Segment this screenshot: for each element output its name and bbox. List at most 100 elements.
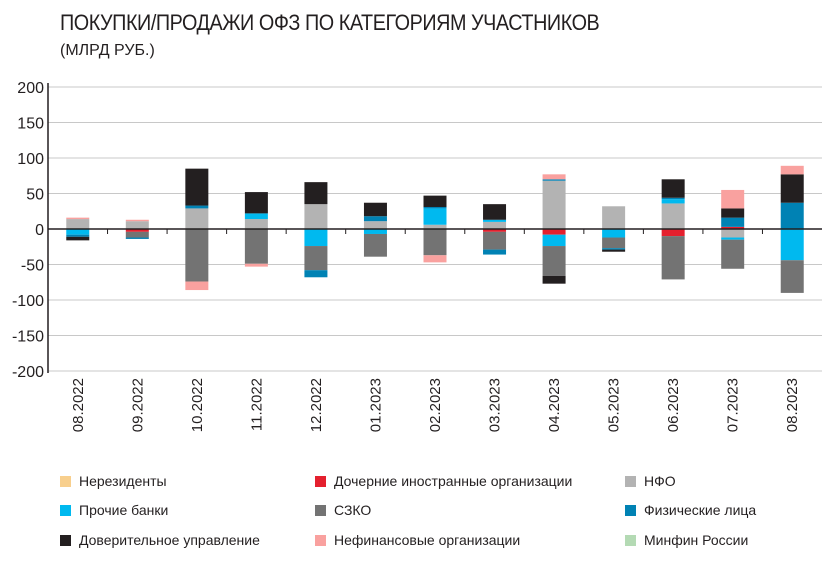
y-tick-label: -150 [12, 329, 44, 346]
bar-segment [185, 281, 209, 291]
bar-segment [780, 174, 804, 203]
bar-segment [602, 206, 626, 229]
bar-segment [185, 208, 209, 229]
y-tick-label: 150 [17, 116, 44, 133]
legend-item: Прочие банки [60, 502, 168, 518]
bar-segment [661, 236, 685, 280]
bar-segment [423, 206, 447, 209]
legend-item: НФО [625, 473, 676, 489]
bar-segment [125, 219, 149, 222]
x-tick-label: 06.2023 [665, 378, 682, 432]
y-tick-label: 200 [17, 80, 44, 97]
bar-segment [185, 168, 209, 206]
legend-item: Дочерние иностранные организации [315, 473, 572, 489]
bar-segment [125, 237, 149, 239]
legend-swatch [315, 475, 326, 487]
legend-label: Доверительное управление [79, 532, 260, 548]
bar-segment [423, 208, 447, 225]
bar-segment [542, 180, 566, 229]
bar-segment [661, 203, 685, 229]
legend-label: Нерезиденты [79, 473, 167, 489]
x-tick-label: 04.2023 [546, 378, 563, 432]
legend-label: НФО [644, 473, 676, 489]
x-tick-label: 08.2022 [70, 378, 87, 432]
legend-swatch [625, 534, 636, 546]
x-tick-label: 01.2023 [367, 378, 384, 432]
bar-segment [66, 229, 90, 235]
bar-segment [721, 189, 745, 209]
x-tick-label: 11.2022 [248, 378, 265, 431]
legend-item: Нефинансовые организации [315, 532, 520, 548]
bar-segment [602, 237, 626, 249]
bar-segment [721, 237, 745, 240]
bar-segment [542, 234, 566, 247]
bar-segment [66, 217, 90, 220]
bar-segment [363, 202, 387, 217]
bar-segment [483, 231, 507, 250]
legend-item: Нерезиденты [60, 473, 167, 489]
legend-item: Доверительное управление [60, 532, 260, 548]
legend-swatch [60, 475, 71, 487]
chart-subtitle: (МЛРД РУБ.) [60, 42, 155, 59]
bar-segment [244, 263, 268, 267]
legend-swatch [625, 504, 636, 516]
bar-segment [244, 219, 268, 229]
bar-segment [661, 199, 685, 204]
bar-segment [125, 229, 149, 232]
bar-segment [483, 249, 507, 255]
bar-segment [423, 229, 447, 256]
bar-segment [125, 231, 149, 238]
bar-segment [483, 219, 507, 222]
bar-segment [542, 275, 566, 284]
bar-segment [185, 205, 209, 209]
legend-item: Физические лица [625, 502, 756, 518]
y-tick-label: 0 [35, 222, 44, 239]
bar-segment [661, 229, 685, 237]
legend-swatch [315, 504, 326, 516]
bar-segment [721, 217, 745, 227]
x-tick-label: 10.2022 [189, 378, 206, 432]
legend-label: Физические лица [644, 502, 757, 518]
legend-label: СЗКО [334, 502, 372, 518]
bar-segment [66, 234, 90, 237]
legend-swatch [60, 534, 71, 546]
bar-segment [66, 219, 90, 229]
bar-segment [363, 216, 387, 222]
bar-segment [661, 197, 685, 200]
chart-title: ПОКУПКИ/ПРОДАЖИ ОФЗ ПО КАТЕГОРИЯМ УЧАСТН… [60, 10, 600, 35]
bar-segment [363, 221, 387, 229]
bar-segment [721, 229, 745, 238]
bar-segment [423, 224, 447, 229]
bar-segment [244, 213, 268, 220]
bar-segment [423, 255, 447, 263]
bar-segment [721, 208, 745, 218]
y-tick-label: -100 [12, 293, 44, 310]
legend-label: Минфин России [644, 532, 749, 548]
bar-segment [483, 204, 507, 220]
bar-segment [542, 246, 566, 276]
legend-item: Минфин России [625, 532, 748, 548]
y-tick-label: 100 [17, 151, 44, 168]
x-tick-label: 07.2023 [725, 378, 742, 432]
bar-segment [363, 229, 387, 234]
bar-segment [602, 249, 626, 252]
bar-segment [363, 233, 387, 257]
bar-segment [602, 248, 626, 250]
bar-segment [125, 221, 149, 229]
bar-segment [483, 229, 507, 232]
bar-segment [185, 229, 209, 282]
bar-segment [483, 221, 507, 229]
bar-segment [661, 179, 685, 198]
legend-label: Нефинансовые организации [334, 532, 521, 548]
bar-segment [304, 229, 328, 247]
bar-segment [66, 236, 90, 241]
legend-swatch [315, 534, 326, 546]
bar-segment [542, 179, 566, 181]
bar-segment [423, 195, 447, 207]
legend-label: Дочерние иностранные организации [334, 473, 573, 489]
bar-segment [542, 229, 566, 235]
bar-segment [244, 192, 268, 214]
legend-label: Прочие банки [79, 502, 169, 518]
